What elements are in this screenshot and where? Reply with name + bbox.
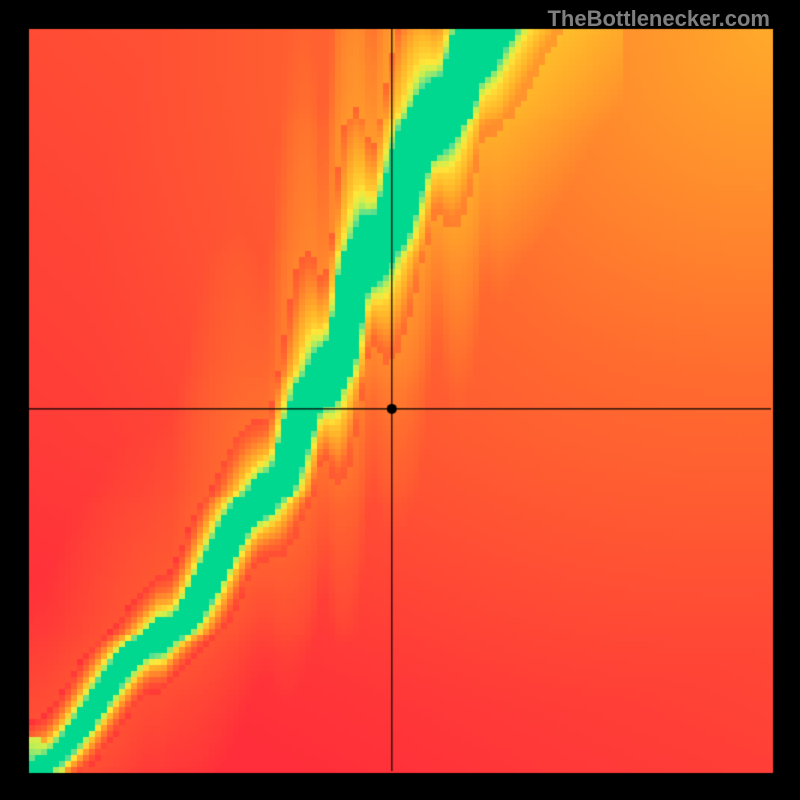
watermark-text: TheBottlenecker.com <box>547 6 770 32</box>
chart-container: TheBottlenecker.com <box>0 0 800 800</box>
heatmap-canvas <box>0 0 800 800</box>
